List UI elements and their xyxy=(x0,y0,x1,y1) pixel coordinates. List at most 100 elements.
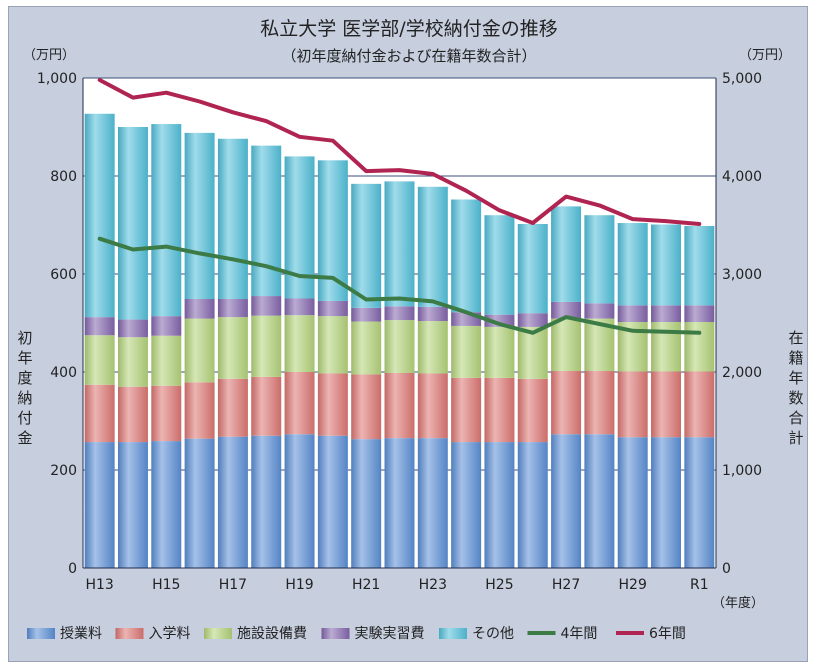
bar-segment xyxy=(617,305,648,323)
bar-segment xyxy=(351,439,382,568)
bar-segment xyxy=(284,372,315,435)
bar-segment xyxy=(84,442,115,568)
bar-segment xyxy=(217,138,248,299)
y-tick-label-left: 1,000 xyxy=(37,71,77,87)
x-tick-label: H25 xyxy=(485,577,513,593)
axis-label-char: 合 xyxy=(788,409,803,427)
bar-segment xyxy=(417,306,448,322)
y-tick-label-left: 600 xyxy=(50,267,77,283)
bar-segment xyxy=(417,373,448,439)
bar-segment xyxy=(684,225,715,306)
bar-segment xyxy=(351,307,382,322)
x-tick-label: H21 xyxy=(352,577,380,593)
bar-segment xyxy=(384,372,415,439)
bar-segment xyxy=(651,322,682,372)
bar-segment xyxy=(217,317,248,379)
axis-label-char: 付 xyxy=(17,409,32,427)
bar-segment xyxy=(184,132,215,299)
bar-segment xyxy=(151,316,182,336)
bar-segment xyxy=(517,326,548,379)
axis-label-char: 年 xyxy=(17,349,32,367)
bar-segment xyxy=(617,437,648,568)
bar-segment xyxy=(184,382,215,439)
y-tick-label-right: 5,000 xyxy=(722,71,762,87)
bar-segment xyxy=(151,385,182,442)
right-axis-unit: （万円） xyxy=(739,48,791,63)
bar-segment xyxy=(84,317,115,336)
bar-segment xyxy=(117,386,148,443)
chart-title: 私立大学 医学部/学校納付金の推移 xyxy=(260,18,557,40)
bar-segment xyxy=(84,113,115,318)
bar-segment xyxy=(417,321,448,374)
y-tick-label-left: 200 xyxy=(50,463,77,479)
y-tick-label-left: 0 xyxy=(68,561,77,577)
bar-segment xyxy=(151,124,182,317)
bar-segment xyxy=(384,181,415,307)
bar-segment xyxy=(217,378,248,437)
bar-segment xyxy=(551,301,582,319)
axis-label-char: 籍 xyxy=(788,349,803,367)
bar-segment xyxy=(517,224,548,314)
axis-label-char: 度 xyxy=(17,369,32,387)
bar-segment xyxy=(451,442,482,568)
bar-segment xyxy=(451,199,482,313)
bar-segment xyxy=(551,434,582,568)
x-tick-label: H15 xyxy=(152,577,180,593)
x-tick-label: R1 xyxy=(690,577,709,593)
bar-segment xyxy=(517,378,548,443)
bar-segment xyxy=(284,298,315,316)
legend-label: 授業料 xyxy=(60,626,102,642)
bar-segment xyxy=(651,305,682,323)
bar-segment xyxy=(384,320,415,373)
bar-segment xyxy=(84,384,115,443)
bar-segment xyxy=(684,322,715,372)
bar-segment xyxy=(151,335,182,386)
bar-segment xyxy=(651,371,682,438)
bar-segment xyxy=(317,435,348,568)
bar-segment xyxy=(317,316,348,374)
bar-segment xyxy=(284,315,315,372)
bar-segment xyxy=(451,377,482,443)
bar-segment xyxy=(151,441,182,568)
bar-segment xyxy=(251,435,282,568)
legend-label: 入学料 xyxy=(149,626,191,642)
legend-label: 施設設備費 xyxy=(237,626,307,642)
bar-segment xyxy=(584,371,615,435)
axis-label-char: 金 xyxy=(17,429,32,447)
bar-segment xyxy=(251,315,282,377)
bar-segment xyxy=(184,438,215,568)
x-tick-label: H13 xyxy=(85,577,113,593)
bar-segment xyxy=(684,437,715,568)
legend-swatch xyxy=(439,628,467,639)
series-line xyxy=(97,78,702,226)
chart-subtitle: （初年度納付金および在籍年数合計） xyxy=(281,47,536,65)
y-tick-label-left: 800 xyxy=(50,169,77,185)
bar-segment xyxy=(684,305,715,323)
bar-segment xyxy=(417,186,448,307)
legend: 授業料 入学料 施設設備費 実験実習費 その他 4年間 6年間 xyxy=(27,626,686,642)
y-axis-label-left: 初年度納付金 xyxy=(17,329,32,447)
x-tick-label: H17 xyxy=(219,577,247,593)
axis-label-char: 数 xyxy=(788,389,803,407)
y-tick-label-right: 2,000 xyxy=(722,365,762,381)
plot-area xyxy=(82,77,717,569)
bar-segment xyxy=(284,434,315,568)
axis-label-char: 納 xyxy=(17,389,32,407)
bar-segment xyxy=(351,183,382,308)
left-axis-unit: （万円） xyxy=(23,48,75,63)
bar-segment xyxy=(584,303,615,319)
bar-segment xyxy=(651,224,682,306)
x-tick-label: H19 xyxy=(285,577,313,593)
bar-segment xyxy=(317,373,348,436)
bar-segment xyxy=(484,215,515,315)
legend-label: 実験実習費 xyxy=(355,626,425,642)
legend-swatch xyxy=(115,628,144,639)
x-tick-label: H29 xyxy=(619,577,647,593)
bar-segment xyxy=(451,325,482,378)
bar-segment xyxy=(684,371,715,438)
bar-segment xyxy=(217,298,248,318)
y-tick-label-right: 1,000 xyxy=(722,463,762,479)
bar-segment xyxy=(517,442,548,568)
axis-label-char: 初 xyxy=(17,329,32,347)
bar-segment xyxy=(184,298,215,319)
